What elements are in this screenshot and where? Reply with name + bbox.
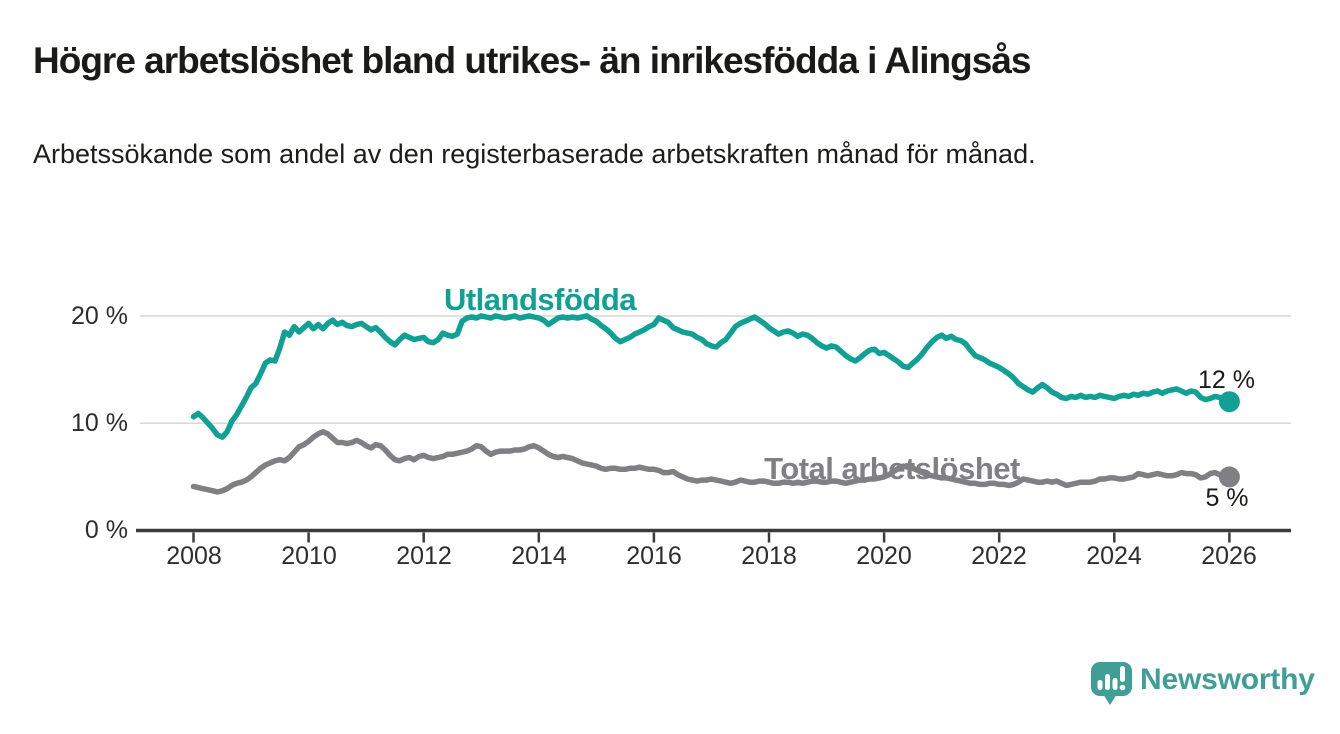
- logo-exclamation-bar: [1120, 666, 1125, 682]
- end-value-label-utlandsfodda: 12 %: [1198, 366, 1255, 394]
- page-title: Högre arbetslöshet bland utrikes- än inr…: [33, 40, 1031, 81]
- y-axis-label-20: 20 %: [71, 302, 128, 330]
- series-line-1: [190, 429, 1233, 495]
- logo-bar-1: [1097, 680, 1103, 690]
- newsworthy-logo-icon: [1091, 662, 1132, 705]
- x-axis-label-2022: 2022: [971, 542, 1027, 570]
- x-axis-label-2026: 2026: [1201, 542, 1257, 570]
- series-end-dot-0: [1218, 391, 1240, 413]
- x-axis-label-2010: 2010: [281, 542, 337, 570]
- x-axis-label-2012: 2012: [396, 542, 452, 570]
- series-label-utlandsfodda: Utlandsfödda: [443, 282, 637, 317]
- logo-bar-2: [1105, 674, 1110, 690]
- newsworthy-logo-text: Newsworthy: [1140, 663, 1315, 696]
- x-axis-label-2014: 2014: [511, 542, 567, 570]
- logo-bubble: [1091, 662, 1132, 696]
- logo-bar-3: [1112, 678, 1118, 690]
- x-axis-label-2016: 2016: [626, 542, 682, 570]
- logo-exclamation-dot: [1119, 684, 1126, 691]
- page-subtitle: Arbetssökande som andel av den registerb…: [33, 139, 1036, 169]
- series-layer: [190, 313, 1240, 495]
- logo-bubble-tail: [1103, 694, 1117, 705]
- series-line-0: [190, 313, 1233, 440]
- x-axis-label-2008: 2008: [166, 542, 222, 570]
- y-axis-label-0: 0 %: [84, 516, 128, 544]
- y-axis-label-10: 10 %: [71, 409, 128, 437]
- x-axis-label-2020: 2020: [856, 542, 912, 570]
- end-value-label-total: 5 %: [1205, 484, 1249, 512]
- series-end-dot-1: [1218, 466, 1240, 488]
- series-label-total-arbetsloshet: Total arbetslöshet: [764, 451, 1020, 486]
- chart-gridlines: [140, 315, 1291, 425]
- x-axis-label-2018: 2018: [741, 542, 797, 570]
- x-axis: [136, 528, 1291, 543]
- x-axis-label-2024: 2024: [1086, 542, 1142, 570]
